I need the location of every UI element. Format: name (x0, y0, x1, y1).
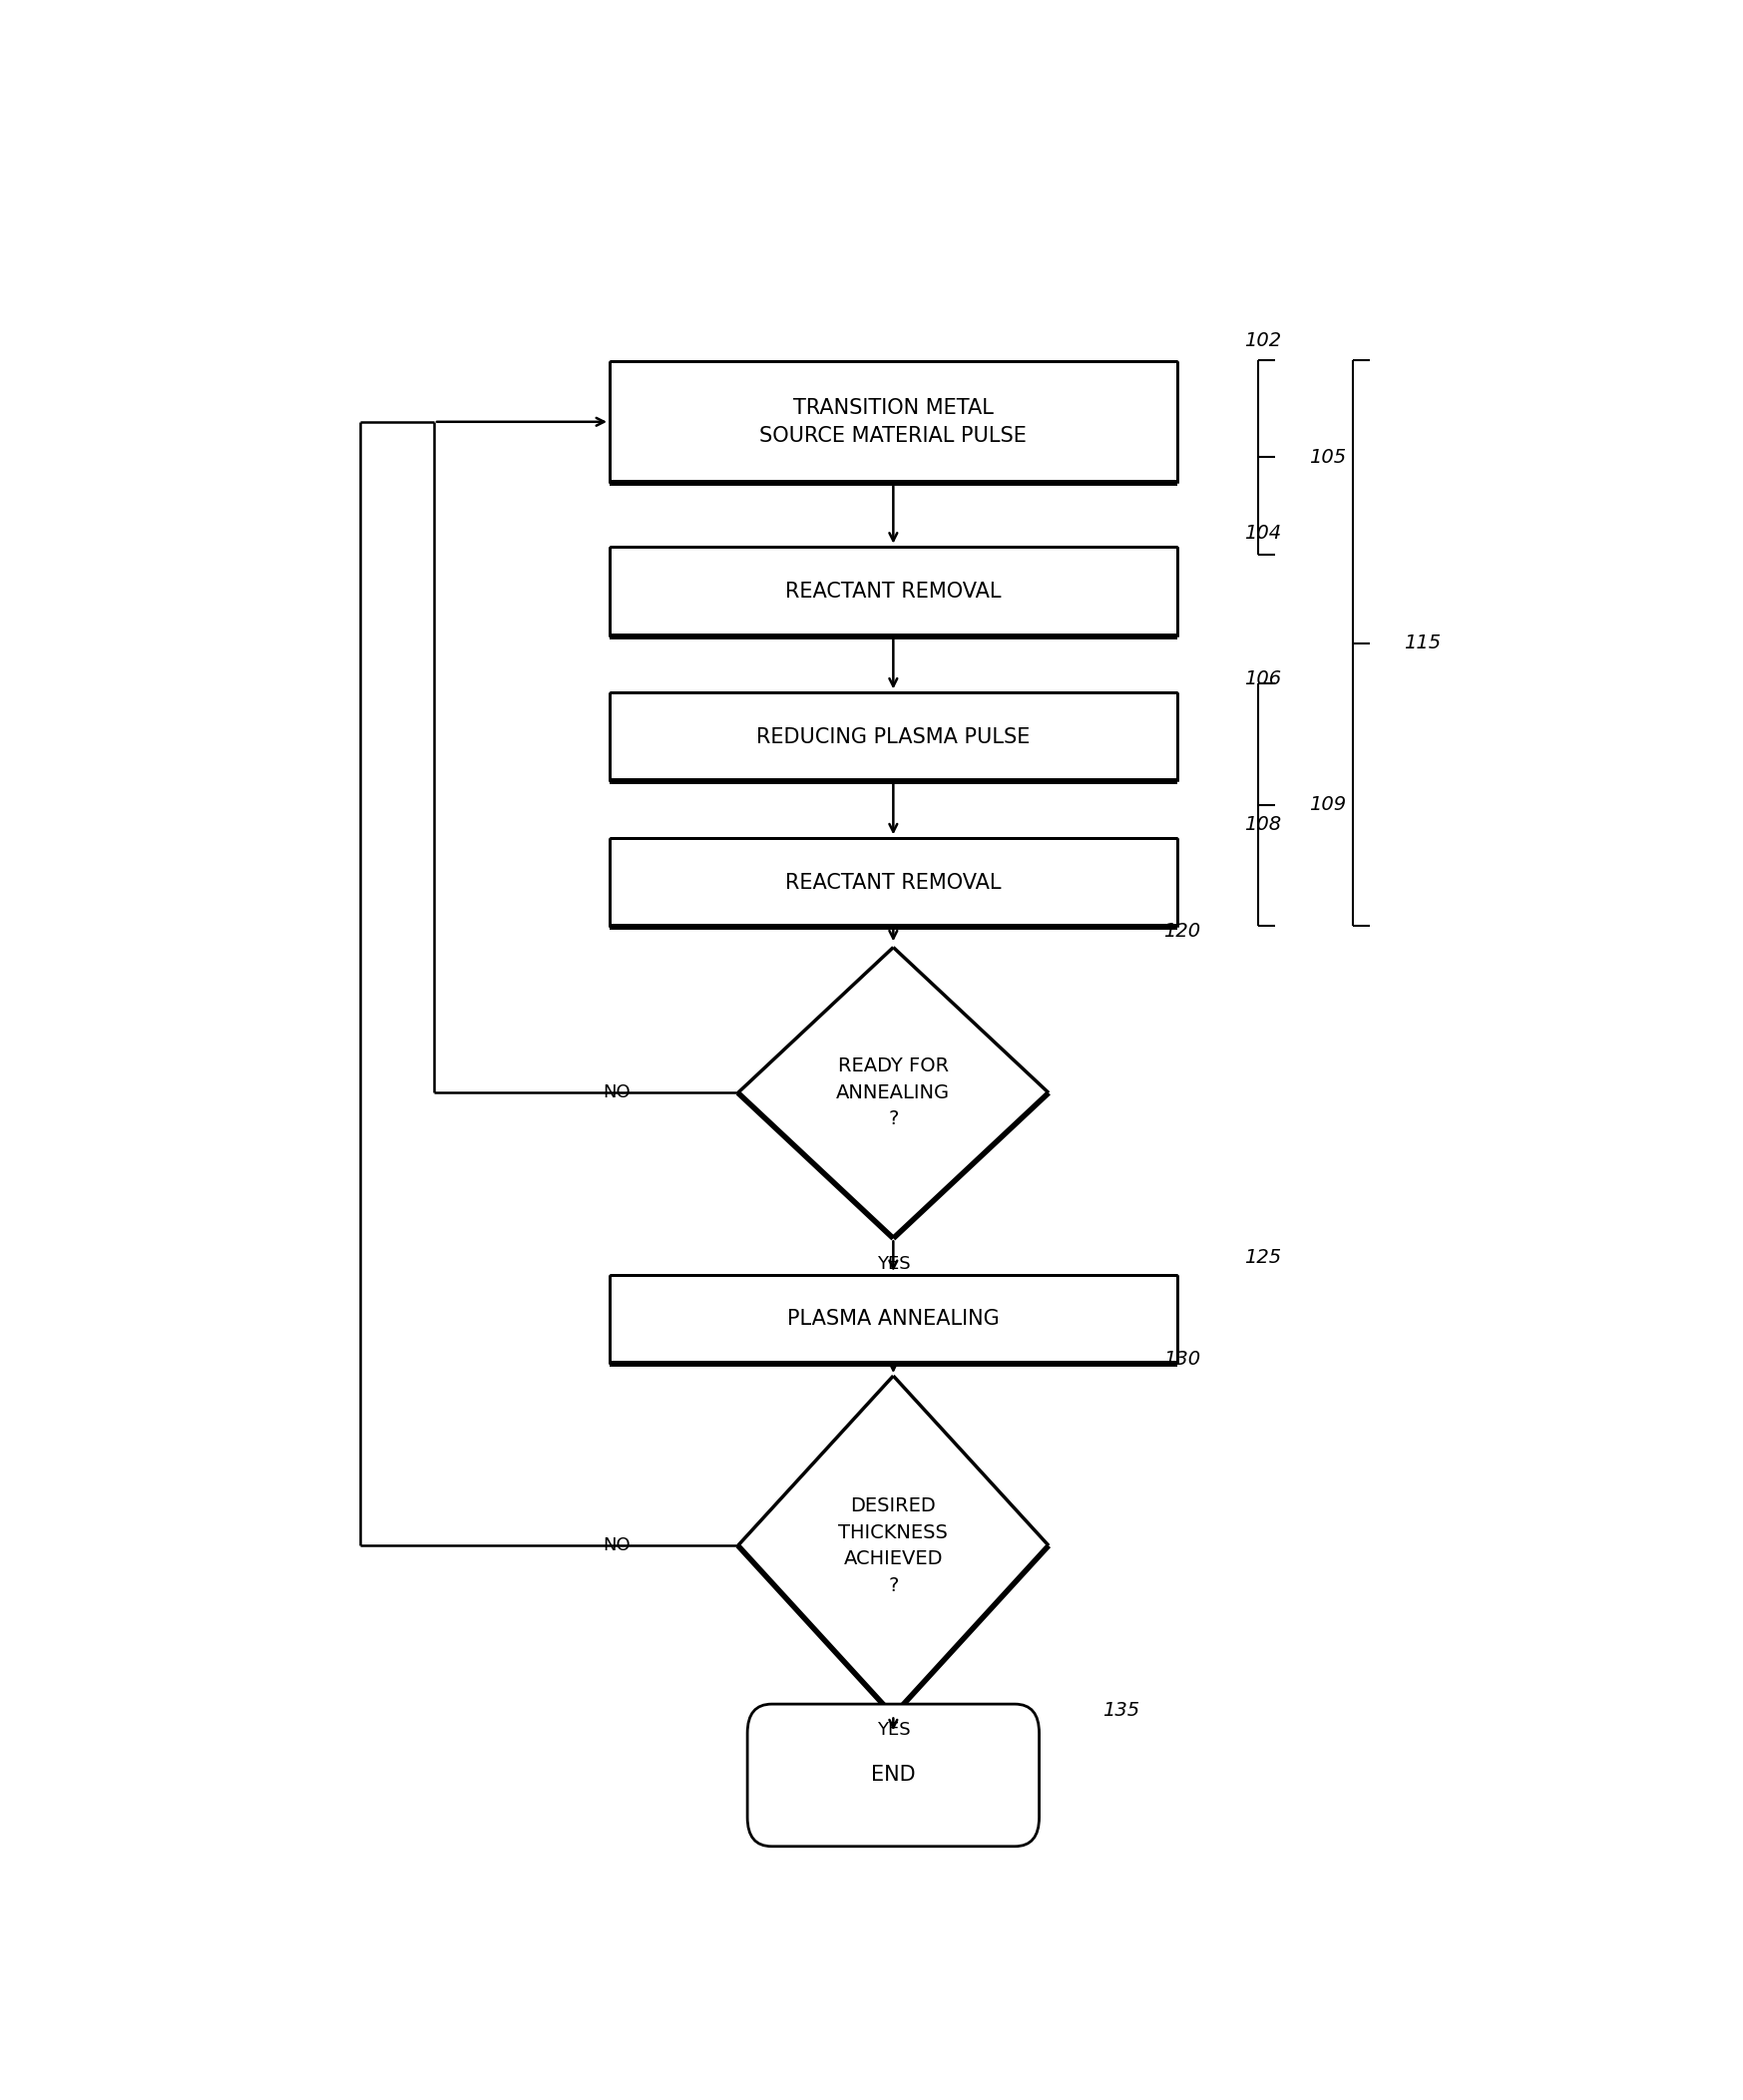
Text: YES: YES (877, 1722, 910, 1739)
Text: 102: 102 (1245, 332, 1281, 351)
Text: TRANSITION METAL
SOURCE MATERIAL PULSE: TRANSITION METAL SOURCE MATERIAL PULSE (760, 397, 1027, 445)
Text: 120: 120 (1163, 922, 1201, 941)
Text: YES: YES (877, 1256, 910, 1273)
Text: 130: 130 (1163, 1350, 1201, 1369)
Polygon shape (737, 947, 1049, 1239)
FancyBboxPatch shape (748, 1703, 1039, 1846)
Text: 106: 106 (1245, 670, 1281, 689)
Text: 135: 135 (1103, 1701, 1140, 1720)
Text: REACTANT REMOVAL: REACTANT REMOVAL (786, 582, 1000, 601)
Bar (610, 838, 1177, 926)
Text: 108: 108 (1245, 815, 1281, 834)
Bar (610, 693, 1177, 781)
Bar (610, 361, 1177, 483)
Bar (610, 548, 1177, 636)
Text: 109: 109 (1309, 796, 1346, 815)
Text: DESIRED
THICKNESS
ACHIEVED
?: DESIRED THICKNESS ACHIEVED ? (838, 1497, 948, 1594)
Text: 104: 104 (1245, 523, 1281, 542)
Text: NO: NO (603, 1084, 631, 1102)
Text: PLASMA ANNEALING: PLASMA ANNEALING (788, 1308, 999, 1329)
Text: END: END (872, 1766, 915, 1785)
Bar (610, 1275, 1177, 1363)
Text: NO: NO (603, 1537, 631, 1554)
Text: 115: 115 (1403, 634, 1441, 653)
Text: READY FOR
ANNEALING
?: READY FOR ANNEALING ? (837, 1056, 950, 1130)
Text: 105: 105 (1309, 447, 1346, 466)
Polygon shape (737, 1376, 1049, 1716)
Text: REDUCING PLASMA PULSE: REDUCING PLASMA PULSE (756, 727, 1030, 748)
Text: 125: 125 (1245, 1247, 1281, 1266)
Text: REACTANT REMOVAL: REACTANT REMOVAL (786, 874, 1000, 892)
